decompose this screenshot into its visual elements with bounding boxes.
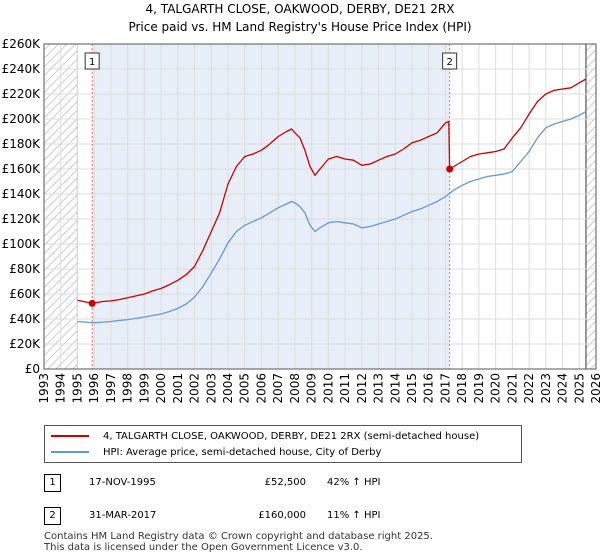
x-tick-label: 1997 <box>104 373 118 404</box>
transaction-point <box>88 299 96 307</box>
x-tick-label: 2013 <box>372 373 386 404</box>
x-tick-label: 2016 <box>422 373 436 404</box>
x-tick-label: 2009 <box>305 373 319 404</box>
grid-lines <box>43 43 597 370</box>
x-tick-label: 2008 <box>288 373 302 404</box>
price-chart: £0 £20K £40K £60K £80K £100K £120K £140K £160K £1… <box>2 37 600 404</box>
x-tick-label: 2000 <box>154 373 168 404</box>
y-tick-label: £80K <box>9 262 41 276</box>
x-tick-label: 1993 <box>37 373 51 404</box>
transaction-point <box>446 165 454 173</box>
x-tick-label: 2002 <box>188 373 202 404</box>
legend: 4, TALGARTH CLOSE, OAKWOOD, DERBY, DE21 … <box>44 425 522 463</box>
transaction-row: 2 31-MAR-2017 £160,000 11% ↑ HPI <box>44 507 544 527</box>
y-tick-label: £260K <box>2 37 42 51</box>
y-tick-label: £40K <box>9 312 41 326</box>
x-tick-label: 2023 <box>539 373 553 404</box>
hatch-right <box>585 44 596 369</box>
price-series-line <box>77 78 587 305</box>
legend-item-hpi: HPI: Average price, semi-detached house,… <box>51 444 381 460</box>
transaction-hpi: 11% ↑ HPI <box>327 510 381 521</box>
y-tick-label: £200K <box>2 112 42 126</box>
y-tick-label: £240K <box>2 62 42 76</box>
x-tick-label: 1999 <box>137 373 151 404</box>
y-tick-label: £0 <box>25 362 40 376</box>
legend-hpi-swatch <box>51 451 89 453</box>
transaction-price: £52,500 <box>264 477 306 488</box>
legend-price-label: 4, TALGARTH CLOSE, OAKWOOD, DERBY, DE21 … <box>103 430 480 442</box>
x-tick-label: 2006 <box>254 373 268 404</box>
y-tick-label: £60K <box>9 287 41 301</box>
plot-frame <box>43 43 597 370</box>
x-tick-label: 2021 <box>505 373 519 404</box>
x-tick-label: 2012 <box>355 373 369 404</box>
legend-hpi-label: HPI: Average price, semi-detached house,… <box>103 446 382 458</box>
x-tick-label: 2018 <box>455 373 469 404</box>
marker-label: 2 <box>446 57 452 68</box>
chart-title: 4, TALGARTH CLOSE, OAKWOOD, DERBY, DE21 … <box>145 2 455 16</box>
x-tick-label: 2010 <box>321 373 335 404</box>
x-tick-label: 2005 <box>238 373 252 404</box>
y-tick-label: £120K <box>2 212 42 226</box>
hpi-series-line <box>77 110 587 324</box>
legend-item-price: 4, TALGARTH CLOSE, OAKWOOD, DERBY, DE21 … <box>51 428 479 444</box>
chart-subtitle: Price paid vs. HM Land Registry's House … <box>128 20 472 34</box>
x-tick-label: 2017 <box>438 373 452 404</box>
x-tick-label: 1994 <box>54 373 68 404</box>
footer-licence: This data is licensed under the Open Gov… <box>44 542 363 553</box>
y-tick-label: £160K <box>2 162 42 176</box>
x-tick-label: 2003 <box>204 373 218 404</box>
plot-background <box>44 44 596 369</box>
ownership-band <box>92 44 450 369</box>
x-tick-label: 1998 <box>121 373 135 404</box>
marker-label-box <box>442 52 458 70</box>
transaction-number: 1 <box>44 474 61 492</box>
y-tick-label: £220K <box>2 87 42 101</box>
axes: £0 £20K £40K £60K £80K £100K £120K £140K £160K £1… <box>2 37 600 404</box>
transaction-price: £160,000 <box>258 510 306 521</box>
series-lines <box>77 78 587 324</box>
legend-price-swatch <box>51 435 89 437</box>
transaction-date: 31-MAR-2017 <box>89 510 157 521</box>
x-tick-label: 2011 <box>338 373 352 404</box>
marker-label: 1 <box>89 57 95 68</box>
x-tick-label: 2025 <box>572 373 586 404</box>
x-tick-label: 2019 <box>472 373 486 404</box>
footer-copyright: Contains HM Land Registry data © Crown c… <box>44 531 433 542</box>
x-tick-label: 2001 <box>171 373 185 404</box>
y-tick-label: £140K <box>2 187 42 201</box>
y-tick-label: £20K <box>9 337 41 351</box>
x-tick-label: 2004 <box>221 373 235 404</box>
x-tick-label: 1996 <box>87 373 101 404</box>
transaction-date: 17-NOV-1995 <box>89 477 156 488</box>
marker-label-box <box>84 52 100 70</box>
transaction-number: 2 <box>44 507 61 525</box>
x-tick-label: 2007 <box>271 373 285 404</box>
transaction-row: 1 17-NOV-1995 £52,500 42% ↑ HPI <box>44 474 544 494</box>
x-tick-label: 2026 <box>589 373 600 404</box>
x-tick-label: 2020 <box>489 373 503 404</box>
x-tick-label: 2015 <box>405 373 419 404</box>
y-tick-label: £100K <box>2 237 42 251</box>
x-tick-label: 1995 <box>70 373 84 404</box>
transaction-hpi: 42% ↑ HPI <box>327 477 381 488</box>
y-tick-label: £180K <box>2 137 42 151</box>
x-tick-label: 2014 <box>388 373 402 404</box>
x-tick-label: 2022 <box>522 373 536 404</box>
x-tick-label: 2024 <box>556 373 570 404</box>
